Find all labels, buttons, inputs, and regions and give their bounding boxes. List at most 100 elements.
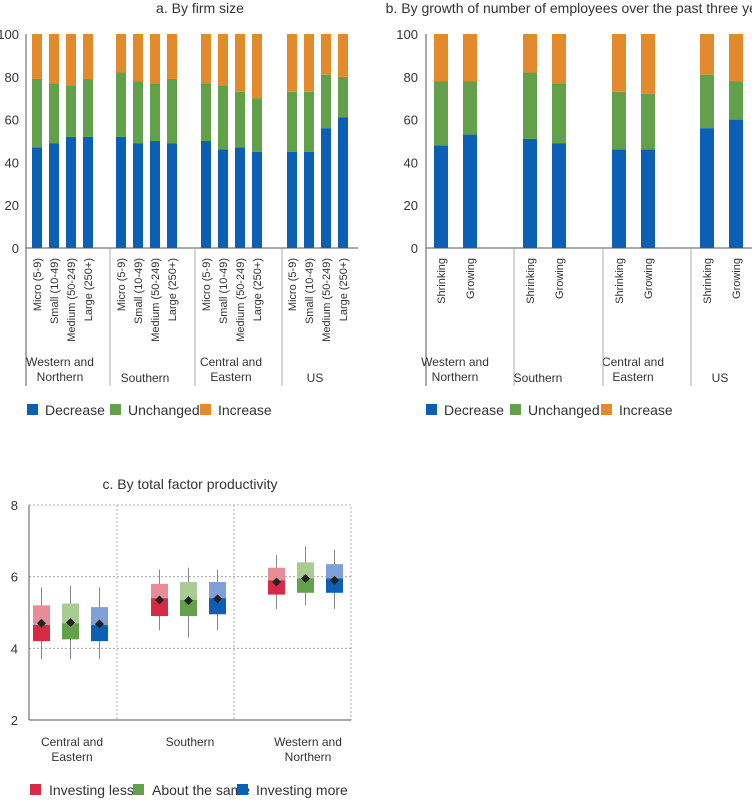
legend-label: About the same — [152, 782, 250, 798]
legend-label: Investing less — [49, 782, 134, 798]
bar-increase — [463, 34, 477, 82]
box-upper — [62, 603, 79, 624]
mean-marker — [66, 618, 75, 628]
mean-marker — [155, 595, 164, 605]
bar-decrease — [641, 149, 655, 248]
box-lower — [180, 599, 197, 617]
x-category-label: Micro (5-9) — [116, 258, 128, 311]
x-category-label: Large (250+) — [83, 258, 95, 321]
box-lower — [91, 625, 108, 642]
bar-unchanged — [32, 78, 42, 148]
bar-increase — [338, 34, 348, 77]
bar-decrease — [49, 143, 59, 248]
bar-increase — [32, 34, 42, 79]
legend-swatch — [27, 404, 38, 415]
y-tick-label: 60 — [5, 113, 19, 128]
legend-swatch — [133, 784, 144, 795]
legend-label: Investing more — [256, 782, 348, 798]
bar-increase — [700, 34, 714, 75]
x-category-label: Growing — [731, 258, 743, 299]
box-upper — [33, 605, 50, 626]
group-label: Central and Eastern — [602, 355, 664, 384]
mean-marker — [330, 575, 339, 585]
bar-increase — [83, 34, 93, 79]
legend-swatch — [200, 404, 211, 415]
mean-marker — [272, 577, 281, 587]
x-category-label: Small (10-49) — [49, 258, 61, 324]
group-label: Western and Northern — [26, 355, 94, 384]
group-label-line: Central and — [602, 355, 664, 369]
group-label-line: Central and — [41, 735, 103, 749]
box-lower — [151, 598, 168, 617]
x-category-label: Growing — [643, 258, 655, 299]
group-label-line: Western and — [274, 735, 342, 749]
x-category-label: Medium (50-249) — [321, 258, 333, 342]
bar-unchanged — [612, 91, 626, 150]
bar-increase — [116, 34, 126, 73]
mean-marker — [37, 618, 46, 628]
panel-title: b. By growth of number of employees over… — [386, 0, 752, 16]
bar-increase — [49, 34, 59, 84]
bar-increase — [304, 34, 314, 92]
box-lower — [297, 578, 314, 593]
bar-decrease — [612, 149, 626, 248]
x-category-label: Medium (50-249) — [235, 258, 247, 342]
box-upper — [297, 562, 314, 579]
bar-unchanged — [434, 81, 448, 146]
bar-unchanged — [150, 83, 160, 141]
mean-marker — [301, 573, 310, 583]
y-tick-label: 8 — [11, 498, 18, 513]
mean-marker — [184, 596, 193, 606]
legend-swatch — [426, 404, 437, 415]
bar-unchanged — [304, 91, 314, 152]
x-category-label: Large (250+) — [252, 258, 264, 321]
bar-decrease — [287, 151, 297, 248]
bar-decrease — [321, 128, 331, 248]
bar-decrease — [434, 145, 448, 248]
group-label: Southern — [514, 371, 563, 385]
bar-unchanged — [287, 91, 297, 152]
box-lower — [33, 625, 50, 642]
bar-increase — [287, 34, 297, 92]
group-label-line: Northern — [37, 370, 84, 384]
panel-title: a. By firm size — [156, 0, 244, 16]
group-label-line: Eastern — [210, 370, 251, 384]
group-label-line: US — [307, 371, 324, 385]
bar-unchanged — [218, 85, 228, 150]
bar-decrease — [201, 141, 211, 248]
y-tick-label: 40 — [5, 155, 19, 170]
bar-unchanged — [641, 93, 655, 150]
y-tick-label: 4 — [11, 641, 18, 656]
bar-increase — [167, 34, 177, 79]
y-tick-label: 20 — [404, 198, 418, 213]
legend-label: Decrease — [45, 402, 105, 418]
x-category-label: Growing — [554, 258, 566, 299]
x-category-label: Small (10-49) — [218, 258, 230, 324]
bar-unchanged — [463, 81, 477, 135]
y-tick-label: 100 — [396, 27, 418, 42]
box-lower — [62, 623, 79, 640]
mean-marker — [95, 619, 104, 629]
group-label: Central and Eastern — [41, 735, 103, 764]
bar-unchanged — [338, 76, 348, 118]
group-label-line: Central and — [200, 355, 262, 369]
group-label-line: Western and — [421, 355, 489, 369]
y-tick-label: 60 — [404, 113, 418, 128]
bar-increase — [150, 34, 160, 84]
y-tick-label: 80 — [404, 70, 418, 85]
bar-increase — [612, 34, 626, 92]
group-label-line: Northern — [432, 370, 479, 384]
group-label: US — [712, 371, 729, 385]
legend-swatch — [601, 404, 612, 415]
bar-unchanged — [133, 81, 143, 144]
x-category-label: Micro (5-9) — [201, 258, 213, 311]
legend-swatch — [510, 404, 521, 415]
box-lower — [326, 578, 343, 593]
x-category-label: Micro (5-9) — [32, 258, 44, 311]
bar-unchanged — [252, 98, 262, 152]
bar-decrease — [252, 151, 262, 248]
bar-unchanged — [66, 85, 76, 137]
group-label: Western and Northern — [274, 735, 342, 764]
bar-increase — [523, 34, 537, 73]
